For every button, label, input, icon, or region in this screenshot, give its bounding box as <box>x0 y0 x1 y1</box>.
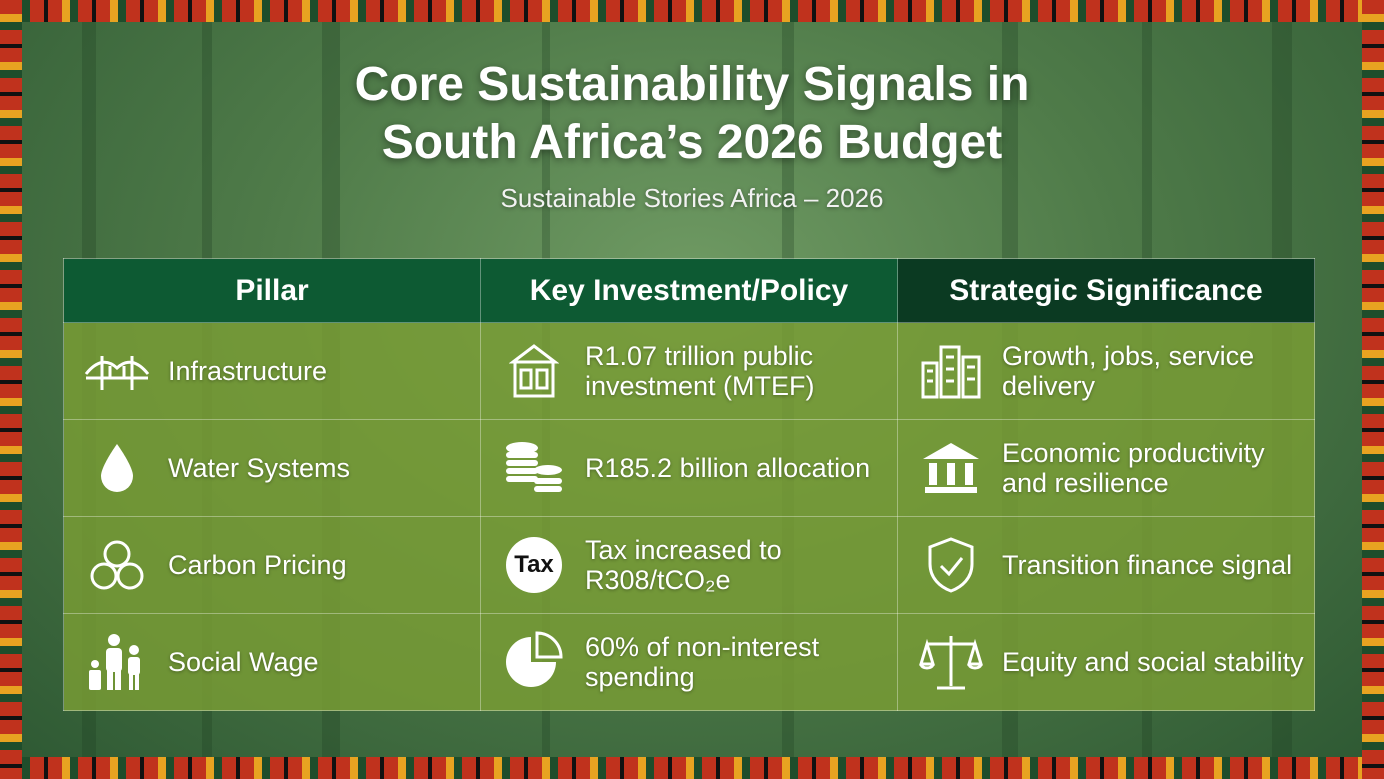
shield-check-icon <box>918 532 984 598</box>
significance-label: Transition finance signal <box>1002 550 1293 580</box>
investment-label: R185.2 billion allocation <box>585 453 871 483</box>
kente-border-left <box>0 0 22 779</box>
pillar-label: Infrastructure <box>168 356 328 386</box>
bridge-icon <box>84 338 150 404</box>
investment-label: Tax increased to R308/tCO₂e <box>585 535 782 595</box>
scales-icon <box>918 629 984 695</box>
building-icon <box>501 338 567 404</box>
header-pillar: Pillar <box>63 258 481 323</box>
city-icon <box>918 338 984 404</box>
page-title: Core Sustainability Signals in South Afr… <box>354 58 1030 169</box>
carbon-circles-icon <box>84 532 150 598</box>
page-subtitle: Sustainable Stories Africa – 2026 <box>500 183 884 213</box>
bank-icon <box>918 435 984 501</box>
significance-label: Equity and social stability <box>1002 647 1304 677</box>
table-row: Carbon Pricing Tax Tax increased to R308… <box>63 516 1315 614</box>
kente-border-right <box>1362 0 1384 779</box>
water-drop-icon <box>84 435 150 501</box>
coins-icon <box>501 435 567 501</box>
pillar-label: Water Systems <box>168 453 351 483</box>
table-row: Water Systems R185.2 billion allocation … <box>63 419 1315 517</box>
family-icon <box>84 629 150 695</box>
investment-label: R1.07 trillion public investment (MTEF) <box>585 341 815 401</box>
header-significance: Strategic Significance <box>897 258 1315 323</box>
significance-label: Economic productivity and resilience <box>1002 438 1265 498</box>
table-row: Social Wage 60% of non-interest spending… <box>63 613 1315 711</box>
investment-label: 60% of non-interest spending <box>585 632 820 692</box>
budget-table: Pillar Key Investment/Policy Strategic S… <box>63 258 1315 711</box>
tax-icon: Tax <box>501 532 567 598</box>
significance-label: Growth, jobs, service delivery <box>1002 341 1255 401</box>
table-header-row: Pillar Key Investment/Policy Strategic S… <box>63 258 1315 323</box>
pie-chart-icon <box>501 629 567 695</box>
pillar-label: Carbon Pricing <box>168 550 347 580</box>
tax-icon-text: Tax <box>506 537 562 593</box>
header-investment: Key Investment/Policy <box>480 258 898 323</box>
pillar-label: Social Wage <box>168 647 319 677</box>
table-row: Infrastructure R1.07 trillion public inv… <box>63 322 1315 420</box>
